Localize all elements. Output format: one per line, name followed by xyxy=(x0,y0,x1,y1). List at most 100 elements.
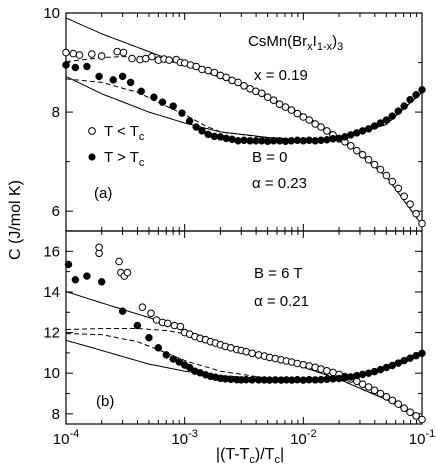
data-point-below-tc xyxy=(248,349,256,358)
data-point-below-tc xyxy=(192,62,200,71)
data-point-above-tc xyxy=(162,351,171,359)
data-point-below-tc xyxy=(323,367,331,375)
x-tick-label: 10-1 xyxy=(409,428,435,448)
data-point-below-tc xyxy=(358,380,367,389)
data-point-below-tc xyxy=(88,50,96,58)
data-point-below-tc xyxy=(418,219,426,228)
data-point-below-tc xyxy=(204,66,212,75)
data-point-below-tc xyxy=(258,89,266,98)
data-point-above-tc xyxy=(382,116,391,124)
data-point-below-tc xyxy=(170,321,179,330)
data-point-above-tc xyxy=(394,107,403,115)
data-point-above-tc xyxy=(418,349,426,358)
x-tick-label: 10-2 xyxy=(290,428,316,448)
data-point-below-tc xyxy=(275,100,284,108)
fit-curve-dashed xyxy=(65,333,423,381)
data-point-above-tc xyxy=(109,76,117,84)
data-point-below-tc xyxy=(364,383,373,391)
panel-label-b: (b) xyxy=(96,393,114,410)
data-point-above-tc xyxy=(198,127,206,135)
alpha-label-b: α = 0.21 xyxy=(254,293,309,310)
data-point-below-tc xyxy=(240,82,248,90)
data-point-above-tc xyxy=(388,112,397,120)
data-point-above-tc xyxy=(185,363,194,372)
data-point-below-tc xyxy=(263,93,272,101)
composition-label: x = 0.19 xyxy=(254,67,308,84)
data-point-above-tc xyxy=(364,125,373,133)
panel-frame xyxy=(65,12,423,232)
y-tick-label: 8 xyxy=(52,406,60,423)
data-point-above-tc xyxy=(185,117,194,125)
y-tick-label: 10 xyxy=(43,365,60,382)
data-point-below-tc xyxy=(210,68,219,77)
data-point-above-tc xyxy=(95,72,103,81)
data-point-below-tc xyxy=(382,393,391,401)
legend-label-below-tc: T < Tc xyxy=(104,123,145,143)
data-point-below-tc xyxy=(95,243,103,252)
data-point-above-tc xyxy=(118,72,127,81)
data-point-below-tc xyxy=(382,171,391,180)
data-point-above-tc xyxy=(83,62,91,71)
data-point-below-tc xyxy=(281,103,290,111)
data-point-below-tc xyxy=(128,54,136,63)
data-point-below-tc xyxy=(69,49,77,58)
data-point-above-tc xyxy=(118,307,127,315)
data-point-above-tc xyxy=(62,61,70,69)
data-point-above-tc xyxy=(137,87,145,96)
y-tick-label: 12 xyxy=(43,325,60,342)
data-point-above-tc xyxy=(154,344,163,352)
field-label-b: B = 6 T xyxy=(254,265,303,282)
data-point-below-tc xyxy=(358,150,367,159)
data-point-above-tc xyxy=(126,78,135,87)
panel-label-a: (a) xyxy=(94,185,112,202)
data-point-below-tc xyxy=(394,184,403,193)
data-point-below-tc xyxy=(287,106,296,114)
data-point-below-tc xyxy=(347,142,355,150)
data-point-below-tc xyxy=(176,322,185,331)
data-point-below-tc xyxy=(62,48,70,57)
data-point-below-tc xyxy=(400,404,409,413)
y-tick-label: 14 xyxy=(43,284,60,301)
data-point-below-tc xyxy=(376,389,385,398)
y-tick-label: 16 xyxy=(43,243,60,260)
data-point-above-tc xyxy=(418,86,426,94)
fit-curve-dashed xyxy=(65,56,423,226)
data-point-below-tc xyxy=(147,309,155,318)
data-point-below-tc xyxy=(123,268,132,277)
data-point-below-tc xyxy=(293,109,302,118)
data-point-below-tc xyxy=(406,200,414,208)
data-point-above-tc xyxy=(158,98,167,106)
data-point-below-tc xyxy=(75,51,84,59)
x-tick-label: 10-4 xyxy=(53,428,79,448)
data-point-below-tc xyxy=(311,120,320,128)
data-point-below-tc xyxy=(142,54,150,63)
data-point-above-tc xyxy=(178,109,186,117)
data-point-above-tc xyxy=(248,376,256,384)
data-point-below-tc xyxy=(376,165,385,174)
data-point-below-tc xyxy=(115,257,123,266)
panel-frame xyxy=(65,230,423,425)
data-point-above-tc xyxy=(376,119,385,127)
data-point-below-tc xyxy=(269,96,278,104)
data-point-below-tc xyxy=(113,47,121,56)
data-point-above-tc xyxy=(204,130,212,139)
data-point-below-tc xyxy=(412,209,420,218)
data-point-below-tc xyxy=(388,177,397,186)
labels: C (J/mol K) |(T-Tc)/Tc| CsMn(BrxI1-x)3 x… xyxy=(7,33,343,465)
x-tick-label: 10-3 xyxy=(171,428,197,448)
data-point-below-tc xyxy=(388,396,397,405)
data-point-above-tc xyxy=(169,102,177,110)
legend-label-above-tc: T > Tc xyxy=(104,149,145,169)
data-point-below-tc xyxy=(394,400,403,408)
data-point-below-tc xyxy=(293,359,302,368)
y-axis-label: C (J/mol K) xyxy=(7,180,24,260)
y-tick-label: 8 xyxy=(52,104,60,121)
legend: T < Tc T > Tc xyxy=(88,123,145,169)
data-point-below-tc xyxy=(305,362,314,370)
data-point-below-tc xyxy=(138,303,147,312)
data-point-below-tc xyxy=(323,127,331,135)
data-point-above-tc xyxy=(71,63,80,72)
data-point-above-tc xyxy=(192,123,200,131)
data-point-below-tc xyxy=(222,73,230,82)
data-point-above-tc xyxy=(150,93,158,101)
